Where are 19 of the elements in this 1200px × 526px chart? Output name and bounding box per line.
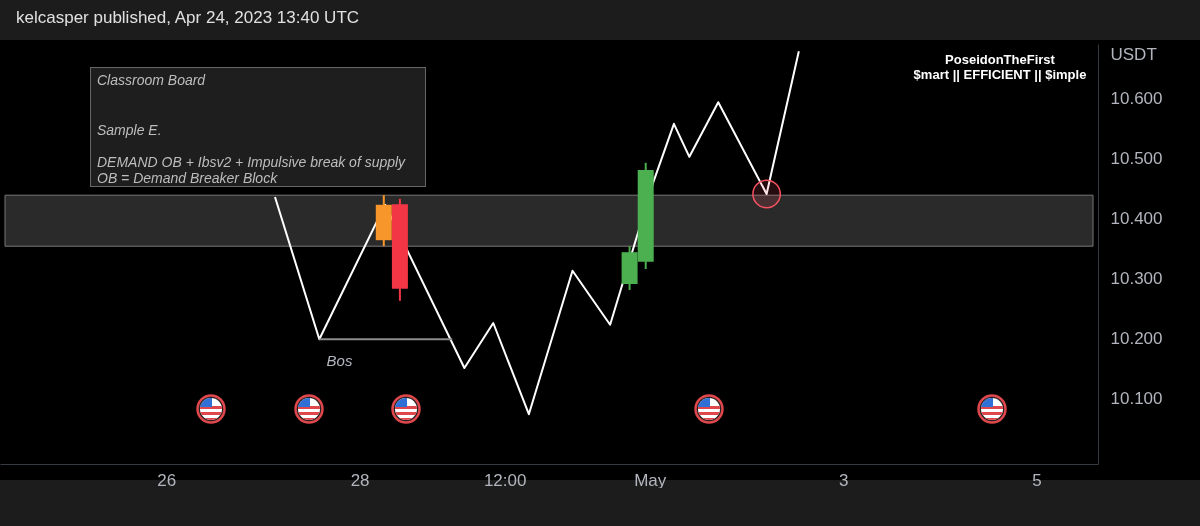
annotation: PoseidonTheFirst	[945, 52, 1055, 67]
y-tick-label: 10.100	[1110, 388, 1163, 408]
x-tick-label: 12:00	[483, 470, 527, 490]
annotation: Bos	[326, 352, 353, 370]
y-tick-label: 10.400	[1110, 208, 1163, 228]
x-tick-label: 3	[838, 470, 849, 490]
y-tick-label: 10.200	[1110, 328, 1163, 348]
annotation: Classroom Board	[97, 72, 207, 88]
x-tick-label: 26	[157, 470, 177, 490]
x-tick-label: 5	[1032, 470, 1042, 490]
y-tick-label: 10.500	[1110, 148, 1163, 168]
annotation: $mart || EFFICIENT || $imple	[912, 67, 1088, 82]
y-tick-label: 10.600	[1110, 88, 1163, 108]
chart-title: kelcasper published, Apr 24, 2023 13:40 UTC	[16, 8, 360, 28]
y-axis-title: USDT	[1110, 44, 1157, 64]
annotation: Sample E.	[97, 122, 163, 138]
annotation: DEMAND OB + Ibsv2 + Impulsive break of supply OB = Demand Breaker Block	[97, 154, 407, 186]
y-tick-label: 10.300	[1110, 268, 1163, 288]
x-tick-label: 28	[350, 470, 370, 490]
